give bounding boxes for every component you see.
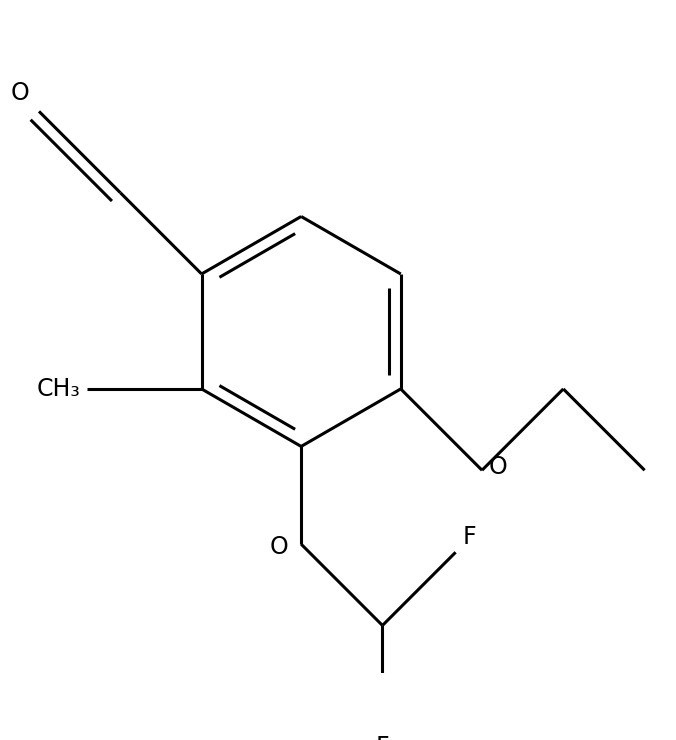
Text: O: O <box>10 81 29 105</box>
Text: O: O <box>489 455 507 479</box>
Text: CH₃: CH₃ <box>37 377 80 401</box>
Text: F: F <box>376 736 389 740</box>
Text: F: F <box>462 525 476 549</box>
Text: O: O <box>269 536 288 559</box>
